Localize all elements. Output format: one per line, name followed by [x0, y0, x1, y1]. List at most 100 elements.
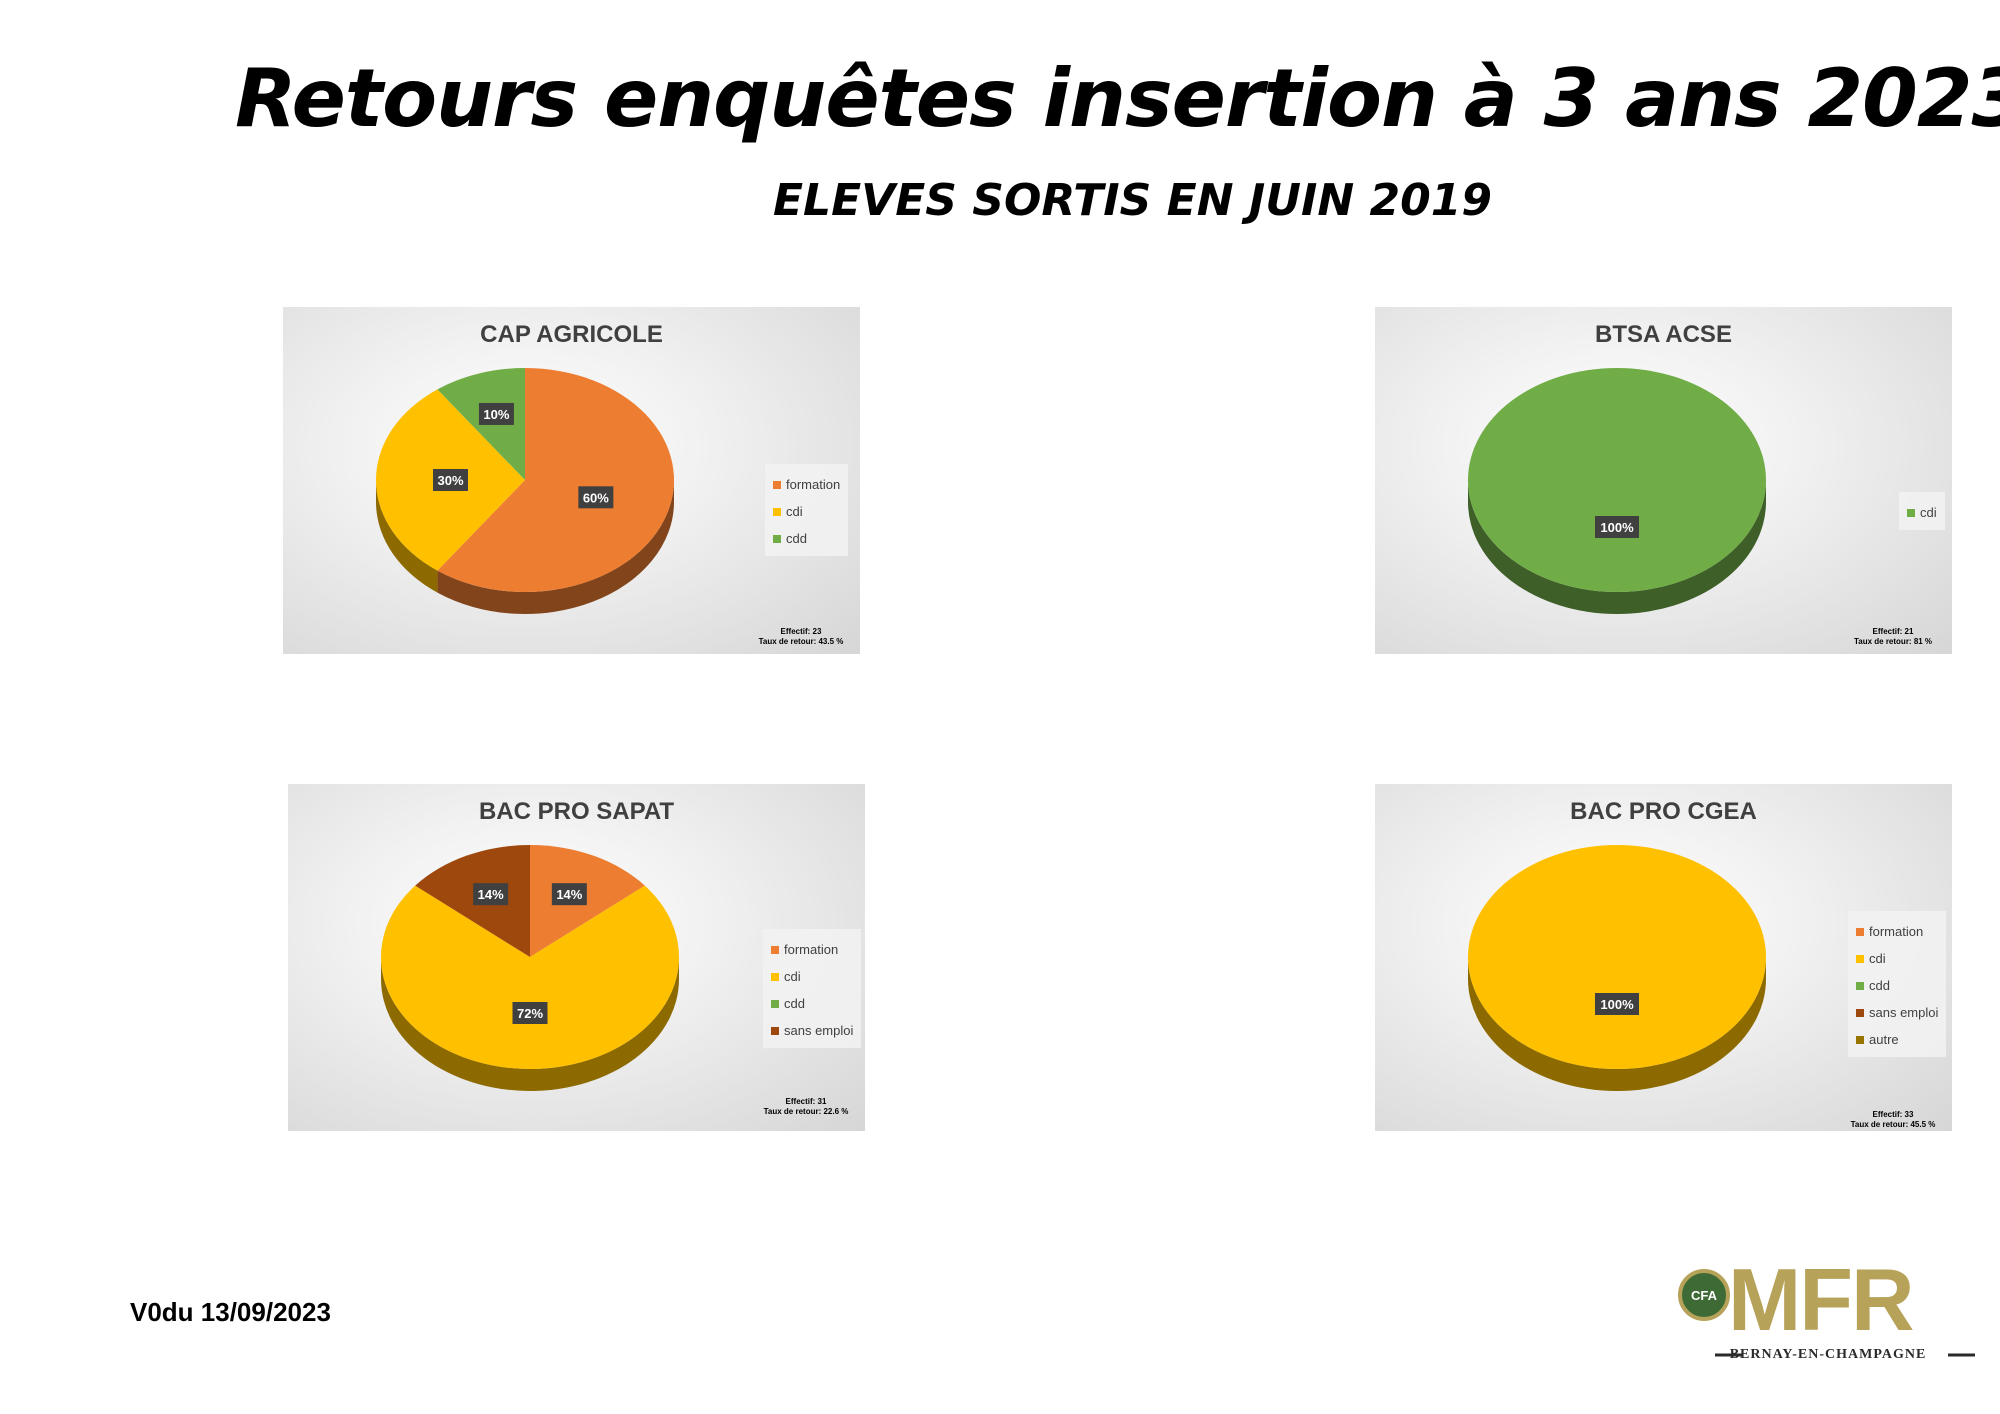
data-label-cdi: 30% — [437, 473, 463, 488]
pie-slice-cdi — [1468, 368, 1766, 592]
chart-note-line: Effectif: 23 — [780, 627, 822, 636]
pie-side-cdi — [376, 480, 438, 593]
logo-graphic: CFA — [1678, 1269, 1975, 1357]
legend-swatch — [771, 1026, 779, 1035]
chart-note-line: Taux de retour: 22.6 % — [763, 1107, 849, 1116]
chart-note-line: Taux de retour: 45.5 % — [1850, 1120, 1936, 1129]
legend-swatch — [773, 480, 781, 489]
legend-item-cdd: cdd — [1856, 972, 1938, 999]
legend-label: formation — [786, 477, 841, 492]
chart-note: Effectif: 33 Taux de retour: 45.5 % — [1798, 1110, 1948, 1130]
chart-bac-pro-cgea: BAC PRO CGEA 100% formation cdi cdd sans empl… — [1375, 784, 1952, 1131]
chart-title: BTSA ACSE — [1595, 321, 1732, 348]
legend-label: cdd — [786, 531, 807, 546]
chart-title: CAP AGRICOLE — [480, 321, 663, 348]
pie-svg: 60% 30% 10% — [376, 368, 674, 614]
data-label-cdd: 10% — [483, 407, 509, 422]
chart-note-line: Taux de retour: 43.5 % — [758, 637, 844, 646]
data-label-box-cdi — [512, 1002, 548, 1024]
legend-item-formation: formation — [773, 471, 840, 498]
legend-label: formation — [784, 942, 839, 957]
legend-item-cdd: cdd — [773, 525, 840, 552]
pie-side-cdi — [1468, 957, 1766, 1091]
data-label-box-formation — [578, 486, 614, 509]
data-label-formation: 60% — [583, 490, 609, 505]
legend-swatch — [1856, 1008, 1864, 1017]
legend-label: cdd — [784, 996, 805, 1011]
chart-note-line: Effectif: 21 — [1872, 627, 1914, 636]
data-label-cdi: 72% — [517, 1006, 543, 1021]
data-label-cdi: 100% — [1600, 997, 1634, 1012]
page-subtitle: ELEVES SORTIS EN JUIN 2019 — [773, 175, 1492, 226]
legend-swatch — [1856, 981, 1864, 990]
legend-item-sans-emploi: sans emploi — [771, 1017, 853, 1044]
data-label-box-cdi — [1595, 993, 1639, 1015]
legend-item-cdi: cdi — [771, 963, 853, 990]
logo-letters: MFR — [1728, 1250, 1915, 1349]
chart-legend: formation cdi cdd — [765, 464, 849, 556]
data-label-sans-emploi: 14% — [478, 887, 504, 902]
data-label-box-formation — [551, 883, 587, 906]
legend-item-cdi: cdi — [1907, 499, 1937, 526]
chart-legend: formation cdi cdd sans emploi — [763, 929, 862, 1048]
legend-label: cdi — [786, 504, 803, 519]
legend-label: cdi — [1869, 951, 1886, 966]
legend-label: sans emploi — [1869, 1005, 1939, 1020]
pie-svg: 100% — [1468, 845, 1766, 1091]
legend-swatch — [773, 534, 781, 543]
mfr-logo: CFA MFR BERNAY-EN-CHAMPAGNE — [1670, 1250, 1986, 1365]
legend-item-sans-emploi: sans emploi — [1856, 999, 1938, 1026]
pie-slice-cdi — [381, 885, 679, 1069]
pie-svg: 100% — [1468, 368, 1766, 614]
legend-item-autre: autre — [1856, 1026, 1938, 1053]
legend-item-formation: formation — [1856, 918, 1938, 945]
legend-swatch — [771, 945, 779, 954]
pie-slice-cdi — [1468, 845, 1766, 1069]
chart-note-line: Effectif: 31 — [785, 1097, 827, 1106]
chart-note-line: Effectif: 33 — [1872, 1110, 1914, 1119]
chart-bac-pro-sapat: BAC PRO SAPAT 14% 72% 14% formation cdi cdd san… — [288, 784, 865, 1131]
data-label-formation: 14% — [556, 887, 582, 902]
legend-swatch — [773, 507, 781, 516]
legend-swatch — [1856, 1035, 1864, 1044]
pie-slice-formation — [530, 845, 645, 957]
chart-title: BAC PRO SAPAT — [478, 798, 675, 825]
pie-svg: 14% 72% 14% — [381, 845, 679, 1091]
pie-side-cdi — [381, 957, 679, 1091]
data-label-box-cdi — [433, 469, 468, 491]
legend-item-cdi: cdi — [773, 498, 840, 525]
legend-item-formation: formation — [771, 936, 853, 963]
legend-label: formation — [1869, 924, 1924, 939]
legend-label: cdi — [784, 969, 801, 984]
legend-swatch — [1907, 508, 1915, 517]
chart-title: BAC PRO CGEA — [1570, 798, 1757, 825]
pie-slice-formation — [437, 368, 674, 592]
page-title: Retours enquêtes insertion à 3 ans 2023 — [235, 52, 2000, 145]
legend-item-cdi: cdi — [1856, 945, 1938, 972]
legend-label: autre — [1869, 1032, 1899, 1047]
chart-note: Effectif: 31 Taux de retour: 22.6 % — [711, 1097, 861, 1117]
legend-label: cdi — [1920, 505, 1937, 520]
chart-note-line: Taux de retour: 81 % — [1853, 637, 1933, 646]
legend-swatch — [1856, 927, 1864, 936]
legend-label: sans emploi — [784, 1023, 854, 1038]
data-label-cdi: 100% — [1600, 520, 1634, 535]
logo-subtitle: BERNAY-EN-CHAMPAGNE — [1729, 1347, 1927, 1362]
legend-label: cdd — [1869, 978, 1890, 993]
chart-legend: cdi — [1899, 492, 1945, 530]
data-label-box-cdd — [478, 402, 514, 425]
legend-item-cdd: cdd — [771, 990, 853, 1017]
chart-btsa-acse: BTSA ACSE 100% cdi Effectif: 21 Taux de reto… — [1375, 307, 1952, 654]
data-label-box-sans-emploi — [473, 883, 509, 906]
legend-swatch — [771, 999, 779, 1008]
pie-slice-sans-emploi — [415, 845, 530, 957]
chart-cap-agricole: CAP AGRICOLE 60% 30% 10% formation cdi cdd Effe… — [283, 307, 860, 654]
chart-note: Effectif: 23 Taux de retour: 43.5 % — [706, 627, 856, 647]
chart-legend: formation cdi cdd sans emploi autre — [1848, 911, 1947, 1057]
legend-swatch — [1856, 954, 1864, 963]
chart-note: Effectif: 21 Taux de retour: 81 % — [1798, 627, 1948, 647]
legend-swatch — [771, 972, 779, 981]
svg-text:CFA: CFA — [1691, 1288, 1718, 1303]
version-text: V0du 13/09/2023 — [130, 1297, 331, 1327]
data-label-box-cdi — [1595, 516, 1639, 538]
